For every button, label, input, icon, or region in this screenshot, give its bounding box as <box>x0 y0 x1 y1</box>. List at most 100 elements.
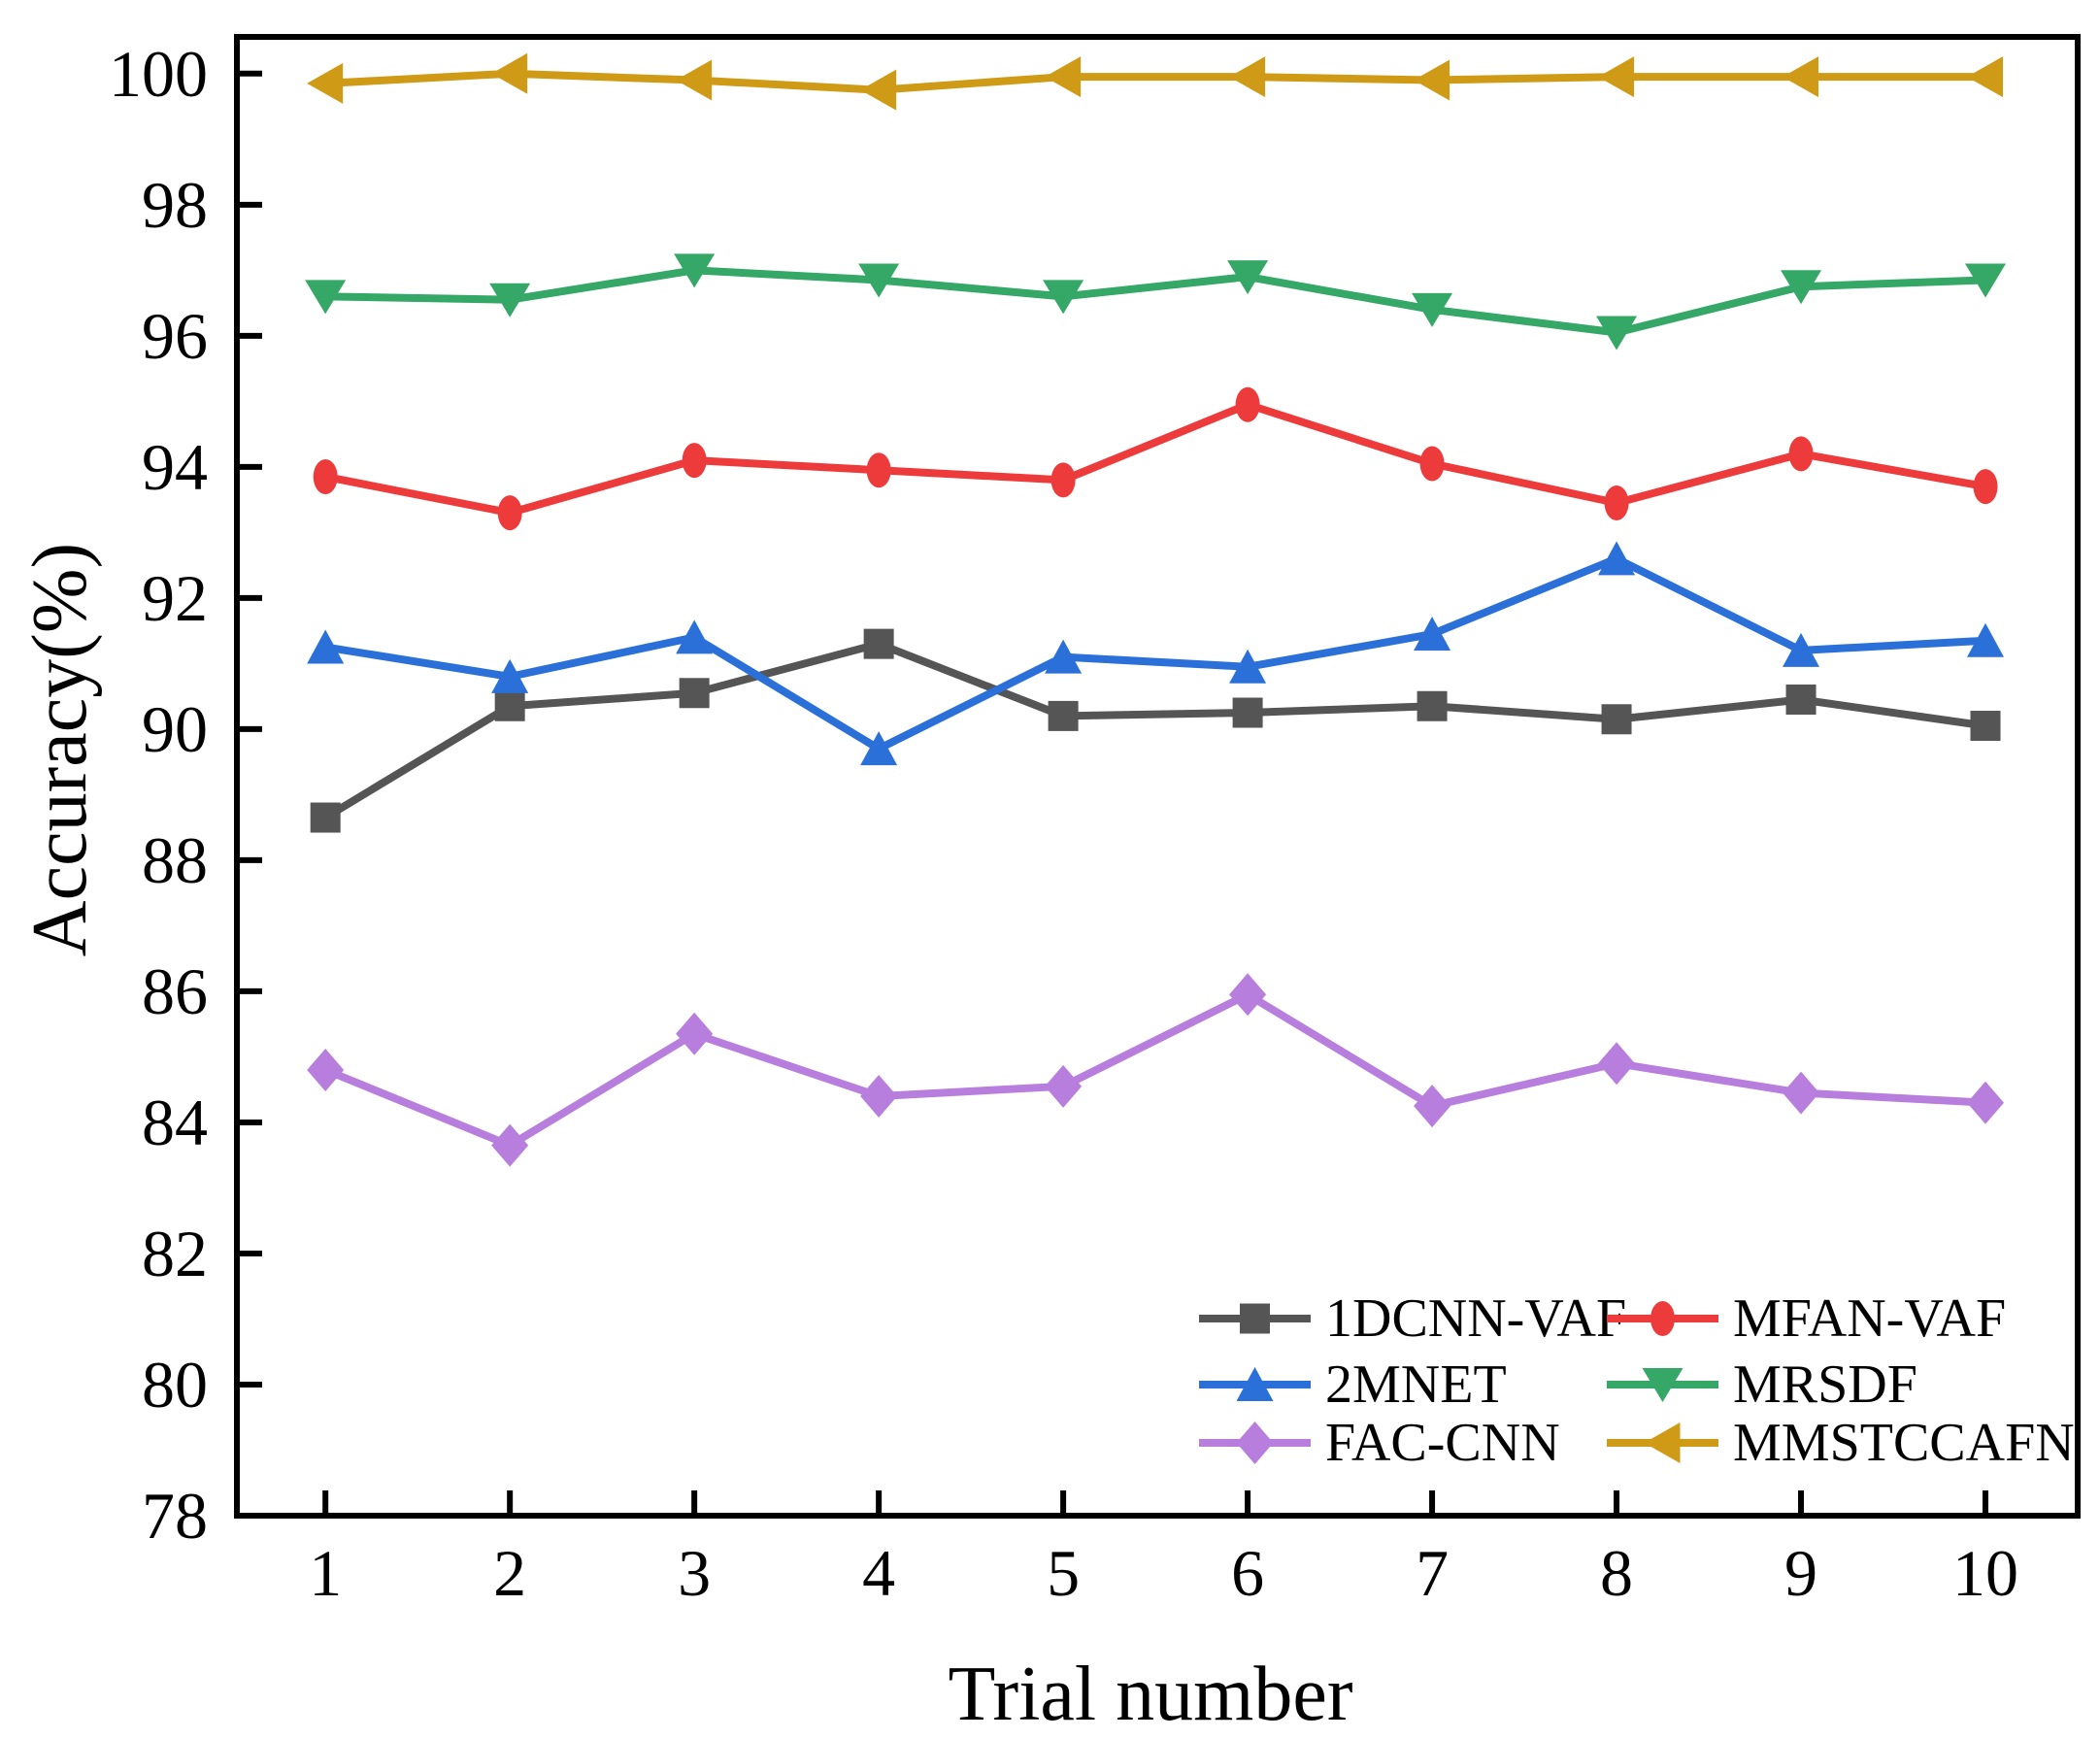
x-tick-label: 4 <box>862 1536 895 1610</box>
legend-label-mrsdf: MRSDF <box>1733 1354 1917 1415</box>
data-point-mmstccafn-trial-10 <box>1967 56 2004 98</box>
data-point-1dcnn-vaf-trial-10 <box>1970 711 2001 742</box>
series-2mnet <box>307 541 2005 766</box>
data-point-2mnet-trial-8 <box>1598 541 1636 576</box>
x-axis: 1 2 3 4 5 6 7 8 9 10 <box>309 1490 2018 1610</box>
y-tick-label: 80 <box>142 1348 208 1421</box>
x-tick-label: 1 <box>309 1536 342 1610</box>
data-point-mfan-vaf-trial-5 <box>1050 462 1076 498</box>
data-point-mmstccafn-trial-7 <box>1414 59 1450 101</box>
x-tick-label: 3 <box>678 1536 711 1610</box>
data-point-2mnet-trial-3 <box>676 619 714 654</box>
y-tick-label: 94 <box>142 430 208 504</box>
data-point-fac-cnn-trial-10 <box>1967 1081 2005 1124</box>
y-tick-label: 98 <box>142 168 208 242</box>
data-point-1dcnn-vaf-trial-7 <box>1417 690 1448 721</box>
data-point-mrsdf-trial-7 <box>1412 292 1453 327</box>
y-tick-label: 92 <box>142 561 208 635</box>
legend-label-mfan-vaf: MFAN-VAF <box>1733 1288 2006 1349</box>
data-point-fac-cnn-trial-4 <box>860 1074 898 1118</box>
x-tick-label: 6 <box>1231 1536 1264 1610</box>
plot-frame <box>234 34 2081 1519</box>
series-mrsdf <box>305 253 2007 351</box>
series-line-2mnet <box>321 554 1990 753</box>
x-tick-label: 9 <box>1784 1536 1817 1610</box>
data-point-fac-cnn-trial-3 <box>676 1012 714 1055</box>
data-point-fac-cnn-trial-5 <box>1045 1064 1083 1108</box>
legend-item-mfan-vaf: MFAN-VAF <box>1607 1288 2006 1349</box>
data-point-mfan-vaf-trial-2 <box>497 495 522 531</box>
data-point-mrsdf-trial-8 <box>1596 316 1638 351</box>
y-tick-label: 86 <box>142 954 208 1028</box>
legend-marker-mmstccafn-icon <box>1644 1422 1681 1463</box>
data-point-mmstccafn-trial-9 <box>1783 56 1819 98</box>
x-tick-label: 2 <box>493 1536 526 1610</box>
data-point-1dcnn-vaf-trial-1 <box>310 802 341 833</box>
y-tick-label: 84 <box>142 1086 208 1159</box>
data-point-mfan-vaf-trial-4 <box>866 452 891 488</box>
series-line-mmstccafn <box>321 69 1990 94</box>
y-tick-label: 82 <box>142 1217 208 1290</box>
y-tick-label: 90 <box>142 692 208 766</box>
data-point-mrsdf-trial-2 <box>489 283 531 318</box>
data-point-1dcnn-vaf-trial-9 <box>1785 685 1817 716</box>
data-point-1dcnn-vaf-trial-5 <box>1048 700 1079 731</box>
data-point-mfan-vaf-trial-1 <box>313 458 338 494</box>
data-point-mfan-vaf-trial-3 <box>682 443 707 479</box>
data-point-2mnet-trial-7 <box>1414 617 1451 652</box>
legend-marker-mrsdf-icon <box>1642 1368 1683 1402</box>
y-tick-label: 96 <box>142 299 208 373</box>
data-point-mrsdf-trial-6 <box>1227 260 1269 295</box>
data-point-fac-cnn-trial-2 <box>491 1123 529 1167</box>
data-point-fac-cnn-trial-6 <box>1229 973 1267 1017</box>
data-point-1dcnn-vaf-trial-6 <box>1232 697 1263 728</box>
series-1dcnn-vaf <box>310 628 2001 833</box>
data-point-mrsdf-trial-1 <box>305 280 347 315</box>
series-mfan-vaf <box>313 386 1998 531</box>
data-point-2mnet-trial-6 <box>1229 649 1267 684</box>
y-axis: 78 80 82 84 86 88 90 92 94 96 98 100 <box>109 37 262 1553</box>
x-tick-label: 7 <box>1416 1536 1449 1610</box>
y-tick-label: 100 <box>109 37 208 111</box>
y-tick-label: 78 <box>142 1479 208 1553</box>
data-point-mfan-vaf-trial-7 <box>1419 446 1445 482</box>
series-line-mrsdf <box>321 266 1990 337</box>
data-point-1dcnn-vaf-trial-4 <box>863 628 894 659</box>
data-point-mfan-vaf-trial-9 <box>1788 436 1814 472</box>
data-point-1dcnn-vaf-trial-8 <box>1601 704 1632 735</box>
y-tick-label: 88 <box>142 823 208 897</box>
data-point-2mnet-trial-10 <box>1967 622 2005 657</box>
x-tick-label: 5 <box>1047 1536 1080 1610</box>
legend-marker-mfan-vaf-icon <box>1650 1301 1675 1336</box>
x-tick-label: 8 <box>1600 1536 1633 1610</box>
data-point-mmstccafn-trial-4 <box>860 69 897 111</box>
legend-item-mrsdf: MRSDF <box>1607 1354 1917 1415</box>
series-line-mfan-vaf <box>321 400 1990 518</box>
data-point-fac-cnn-trial-7 <box>1414 1085 1451 1128</box>
data-point-2mnet-trial-4 <box>860 731 898 766</box>
data-point-mrsdf-trial-9 <box>1781 270 1822 305</box>
x-tick-label: 10 <box>1952 1536 2018 1610</box>
data-point-mfan-vaf-trial-8 <box>1604 485 1629 520</box>
legend-item-mmstccafn: MMSTCCAFN <box>1607 1413 2075 1473</box>
data-point-mrsdf-trial-4 <box>858 263 900 298</box>
legend-label-2mnet: 2MNET <box>1325 1354 1507 1415</box>
legend-label-mmstccafn: MMSTCCAFN <box>1733 1413 2075 1473</box>
series-fac-cnn <box>307 973 2005 1167</box>
data-point-mmstccafn-trial-1 <box>307 62 344 104</box>
data-point-2mnet-trial-5 <box>1045 639 1083 674</box>
data-point-mmstccafn-trial-2 <box>491 52 528 94</box>
data-point-2mnet-trial-9 <box>1783 632 1820 667</box>
y-axis-title: Accuracy(%) <box>17 543 103 956</box>
data-point-mfan-vaf-trial-6 <box>1235 386 1260 422</box>
data-point-mrsdf-trial-10 <box>1965 263 2007 298</box>
legend-label-fac-cnn: FAC-CNN <box>1325 1413 1560 1473</box>
series-line-1dcnn-vaf <box>321 640 1990 822</box>
legend-item-2mnet: 2MNET <box>1199 1354 1507 1415</box>
legend-item-fac-cnn: FAC-CNN <box>1199 1413 1560 1473</box>
series-line-fac-cnn <box>321 990 1990 1150</box>
legend-label-1dcnn-vaf: 1DCNN-VAF <box>1325 1288 1626 1349</box>
